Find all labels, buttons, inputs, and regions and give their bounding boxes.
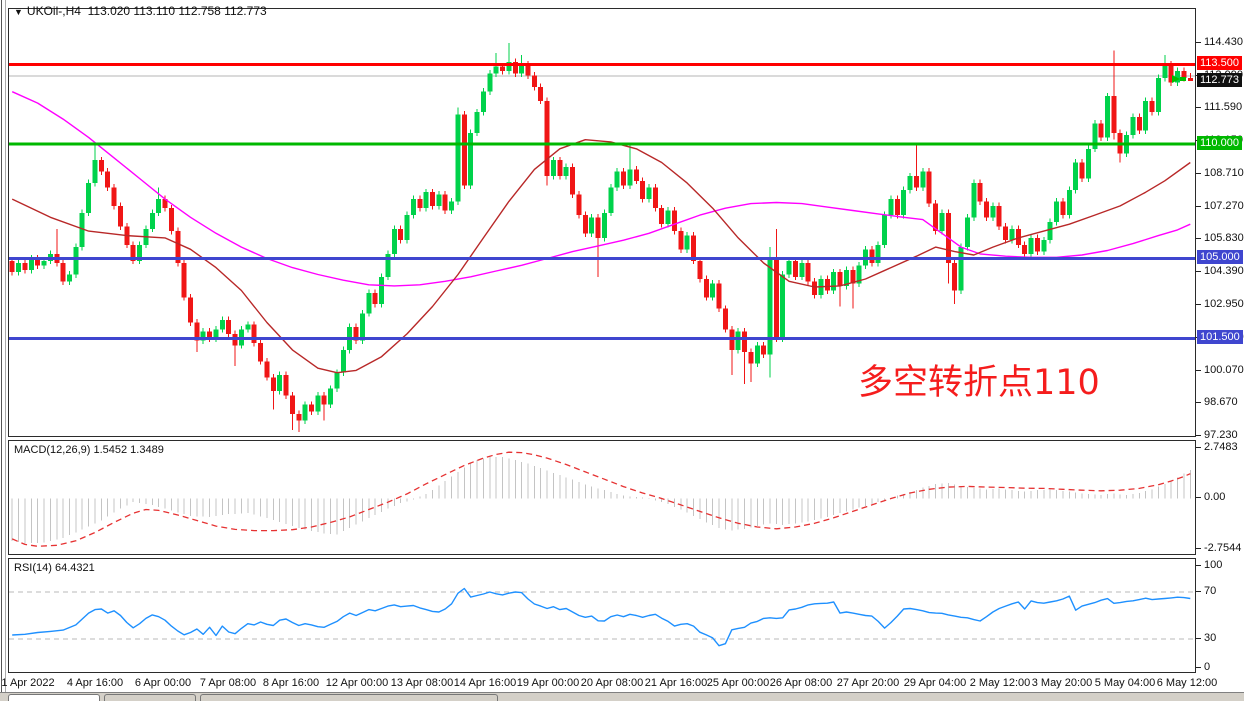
axis-tick xyxy=(1196,447,1201,448)
time-axis-label: 25 Apr 00:00 xyxy=(706,677,770,689)
time-axis[interactable]: 1 Apr 2022 4 Apr 16:00 6 Apr 00:00 7 Apr 08… xyxy=(0,676,1244,691)
axis-tick xyxy=(1196,402,1201,403)
macd-chart[interactable] xyxy=(9,441,1195,554)
axis-tick xyxy=(1196,591,1201,592)
time-axis-label: 1 Apr 2022 xyxy=(1,677,55,689)
time-axis-label: 4 Apr 16:00 xyxy=(66,677,124,689)
axis-tick-label: 2.7483 xyxy=(1204,441,1238,453)
axis-tick xyxy=(1196,206,1201,207)
time-axis-label: 27 Apr 20:00 xyxy=(836,677,900,689)
axis-tick-label: 97.230 xyxy=(1204,429,1238,441)
time-axis-label: 7 Apr 08:00 xyxy=(199,677,257,689)
time-axis-label: 29 Apr 04:00 xyxy=(903,677,967,689)
macd-axis[interactable]: 2.7483 0.00 -2.7544 xyxy=(1196,440,1244,556)
axis-tick-label: -2.7544 xyxy=(1204,542,1242,554)
axis-tick xyxy=(1196,107,1201,108)
price-arrow-icon xyxy=(1172,75,1186,83)
axis-tick-label: 114.430 xyxy=(1204,36,1243,48)
macd-label: MACD(12,26,9) 1.5452 1.3489 xyxy=(14,444,164,456)
axis-tick xyxy=(1196,238,1201,239)
time-axis-label: 2 May 12:00 xyxy=(969,677,1031,689)
rsi-label: RSI(14) 64.4321 xyxy=(14,562,95,574)
price-axis[interactable]: 114.430112.990111.590110.150108.710107.2… xyxy=(1196,0,1244,441)
axis-tick-label: 108.710 xyxy=(1204,167,1244,179)
chevron-down-icon[interactable]: ▼ xyxy=(14,7,23,17)
price-level-badge: 101.500 xyxy=(1197,330,1243,344)
axis-tick-label: 98.670 xyxy=(1204,396,1238,408)
chart-annotation-text: 多空转折点110 xyxy=(858,363,1100,403)
chart-tab[interactable] xyxy=(8,694,100,701)
axis-tick xyxy=(1196,638,1201,639)
time-axis-label: 20 Apr 08:00 xyxy=(580,677,644,689)
candlestick-chart[interactable] xyxy=(9,9,1195,436)
axis-tick-label: 100.070 xyxy=(1204,364,1244,376)
time-axis-label: 5 May 04:00 xyxy=(1094,677,1156,689)
axis-tick-label: 105.830 xyxy=(1204,232,1244,244)
time-axis-label: 19 Apr 00:00 xyxy=(516,677,580,689)
axis-tick-label: 100 xyxy=(1204,559,1223,571)
rsi-panel[interactable]: RSI(14) 64.4321 xyxy=(8,558,1196,673)
time-axis-label: 12 Apr 00:00 xyxy=(325,677,389,689)
main-chart-panel[interactable] xyxy=(8,8,1196,437)
rsi-chart[interactable] xyxy=(9,559,1195,672)
ohlc-values: 113.020 113.110 112.758 112.773 xyxy=(87,4,267,18)
time-axis-label: 6 May 12:00 xyxy=(1156,677,1218,689)
chart-tab-bar xyxy=(0,692,1244,701)
axis-tick-label: 30 xyxy=(1204,632,1217,644)
axis-tick-label: 70 xyxy=(1204,585,1217,597)
price-level-badge: 110.000 xyxy=(1197,136,1242,150)
axis-tick xyxy=(1196,370,1201,371)
axis-tick xyxy=(1196,565,1201,566)
axis-tick xyxy=(1196,173,1201,174)
time-axis-label: 8 Apr 16:00 xyxy=(262,677,320,689)
axis-tick-label: 0.00 xyxy=(1204,491,1226,503)
time-axis-label: 6 Apr 00:00 xyxy=(134,677,192,689)
axis-tick-label: 104.390 xyxy=(1204,265,1244,277)
chart-tab[interactable] xyxy=(200,694,498,701)
axis-tick xyxy=(1196,304,1201,305)
chart-tab[interactable] xyxy=(104,694,196,701)
price-level-badge: 113.500 xyxy=(1197,56,1242,70)
time-axis-label: 21 Apr 16:00 xyxy=(644,677,708,689)
axis-tick-label: 0 xyxy=(1204,661,1211,673)
time-axis-label: 14 Apr 16:00 xyxy=(453,677,517,689)
axis-tick xyxy=(1196,42,1201,43)
symbol-ohlc-header: ▼ UKOil-,H4 113.020 113.110 112.758 112.7… xyxy=(14,4,267,18)
axis-tick xyxy=(1196,548,1201,549)
symbol-period-label: UKOil-,H4 xyxy=(26,4,81,18)
price-level-badge: 112.773 xyxy=(1197,73,1242,87)
rsi-axis[interactable]: 100 70 30 0 xyxy=(1196,556,1244,676)
axis-tick-label: 111.590 xyxy=(1204,101,1243,113)
time-axis-label: 26 Apr 08:00 xyxy=(769,677,833,689)
axis-tick xyxy=(1196,667,1201,668)
axis-tick xyxy=(1196,497,1201,498)
price-level-badge: 105.000 xyxy=(1197,250,1243,264)
window-left-edge xyxy=(0,0,8,701)
time-axis-label: 13 Apr 08:00 xyxy=(390,677,454,689)
axis-tick xyxy=(1196,435,1201,436)
axis-tick xyxy=(1196,271,1201,272)
axis-tick-label: 107.270 xyxy=(1204,200,1244,212)
time-axis-label: 3 May 20:00 xyxy=(1031,677,1093,689)
macd-panel[interactable]: MACD(12,26,9) 1.5452 1.3489 xyxy=(8,440,1196,555)
axis-tick-label: 102.950 xyxy=(1204,298,1244,310)
